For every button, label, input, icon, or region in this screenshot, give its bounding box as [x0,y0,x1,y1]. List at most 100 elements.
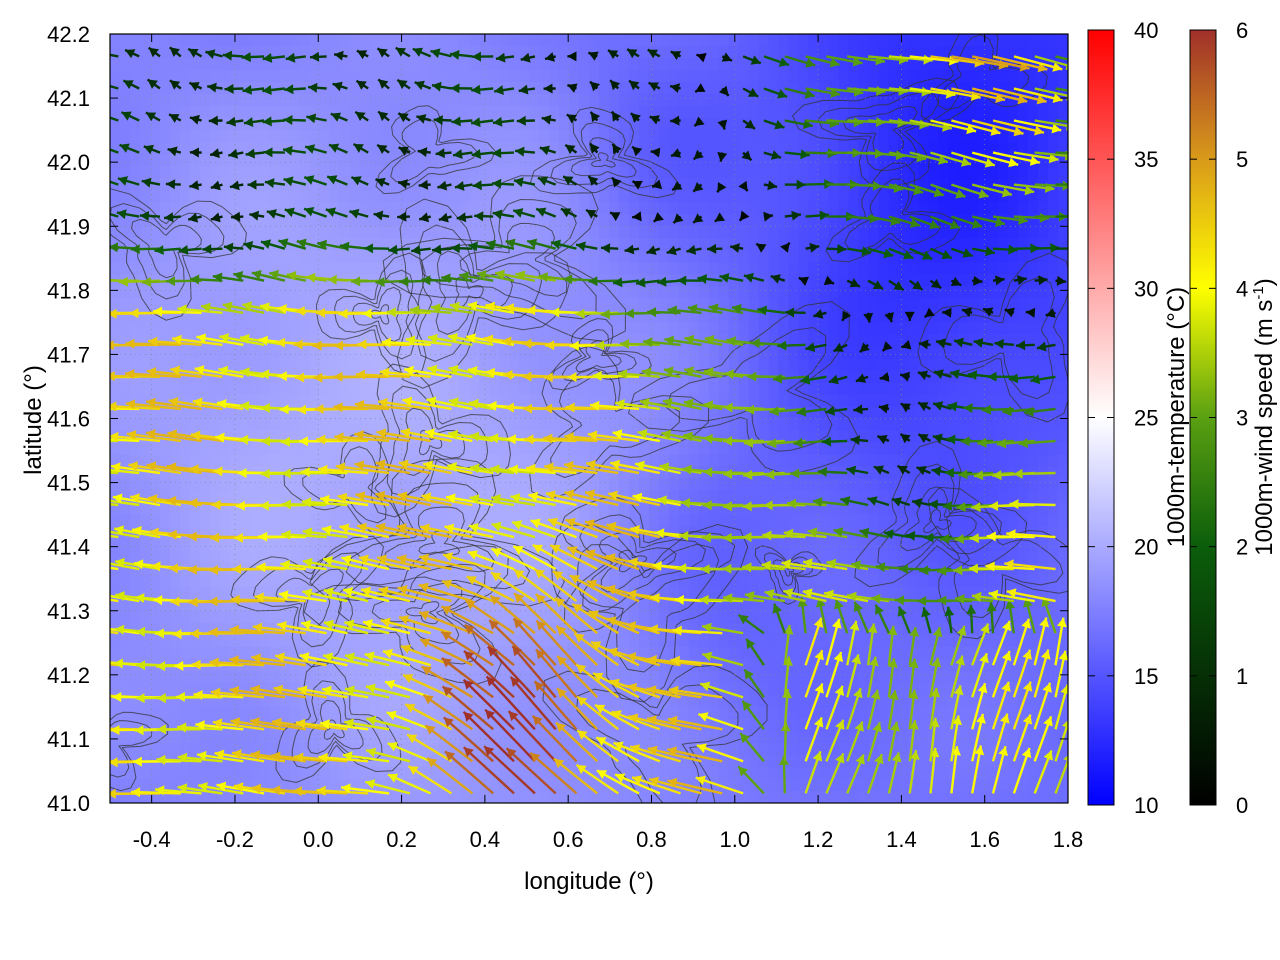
heatmap-cell [828,190,840,203]
heatmap-cell [519,58,530,71]
heatmap-cell [818,550,830,564]
heatmap-cell [249,58,261,71]
heatmap-cell [758,670,770,684]
heatmap-cell [489,394,500,408]
heatmap-cell [239,250,251,263]
heatmap-cell [369,694,381,708]
heatmap-cell [299,742,311,756]
heatmap-cell [139,742,151,756]
heatmap-cell [329,118,341,131]
heatmap-cell [519,334,530,348]
heatmap-cell [688,286,700,299]
heatmap-cell [828,538,840,552]
heatmap-cell [489,610,500,624]
heatmap-cell [229,430,241,444]
heatmap-cell [369,358,381,372]
heatmap-cell [668,34,680,47]
heatmap-cell [329,514,341,528]
heatmap-cell [489,130,500,143]
heatmap-cell [858,646,870,660]
heatmap-cell [449,754,460,768]
heatmap-cell [110,70,121,83]
heatmap-cell [389,106,400,119]
heatmap-cell [858,82,870,95]
heatmap-cell [249,610,261,624]
heatmap-cell [788,202,800,215]
heatmap-cell [199,262,211,275]
heatmap-cell [499,70,510,83]
heatmap-cell [798,70,810,83]
heatmap-cell [658,106,670,119]
heatmap-cell [469,610,480,624]
heatmap-cell [758,778,770,792]
heatmap-cell [499,298,510,311]
heatmap-cell [289,34,301,47]
heatmap-cell [129,34,141,47]
heatmap-cell [758,166,770,179]
heatmap-cell [798,550,810,564]
heatmap-cell [309,334,321,348]
heatmap-cell [768,226,780,239]
heatmap-cell [349,454,361,468]
heatmap-cell [209,70,221,83]
heatmap-cell [708,778,720,792]
heatmap-cell [768,730,780,744]
heatmap-cell [559,670,570,684]
heatmap-cell [878,586,889,600]
heatmap-cell [309,430,321,444]
heatmap-cell [489,250,500,263]
heatmap-cell [658,262,670,275]
heatmap-cell [838,250,850,263]
heatmap-cell [678,658,690,672]
heatmap-cell [778,730,790,744]
heatmap-cell [778,142,790,155]
heatmap-cell [808,394,820,408]
heatmap-cell [439,118,450,131]
heatmap-cell [828,262,840,275]
heatmap-cell [838,454,850,468]
heatmap-cell [289,646,301,660]
heatmap-cell [608,130,620,143]
heatmap-cell [349,394,361,408]
heatmap-cell [698,94,710,107]
heatmap-cell [159,730,171,744]
heatmap-cell [828,730,840,744]
heatmap-cell [189,454,201,468]
heatmap-cell [449,238,460,251]
heatmap-cell [758,478,770,492]
heatmap-cell [559,94,570,107]
heatmap-cell [389,430,400,444]
heatmap-cell [239,598,251,612]
heatmap-cell [818,706,830,720]
heatmap-cell [768,442,780,456]
heatmap-cell [349,202,361,215]
heatmap-cell [129,334,141,348]
heatmap-cell [229,490,241,504]
heatmap-cell [878,442,889,456]
heatmap-cell [409,94,420,107]
heatmap-cell [110,670,121,684]
heatmap-cell [678,370,690,384]
heatmap-cell [159,442,171,456]
heatmap-cell [489,658,500,672]
heatmap-cell [509,274,520,287]
heatmap-cell [618,358,630,372]
heatmap-cell [309,454,321,468]
heatmap-cell [778,262,790,275]
heatmap-cell [249,670,261,684]
heatmap-cell [529,202,540,215]
heatmap-cell [808,406,820,420]
heatmap-cell [179,370,191,384]
heatmap-cell [199,322,211,335]
heatmap-cell [758,442,770,456]
heatmap-cell [209,94,221,107]
heatmap-cell [848,286,860,299]
heatmap-cell [668,382,680,396]
heatmap-cell [778,94,790,107]
heatmap-cell [579,598,590,612]
heatmap-cell [738,574,750,588]
heatmap-cell [329,310,341,323]
heatmap-cell [139,406,151,420]
heatmap-cell [379,502,391,516]
heatmap-cell [589,382,600,396]
